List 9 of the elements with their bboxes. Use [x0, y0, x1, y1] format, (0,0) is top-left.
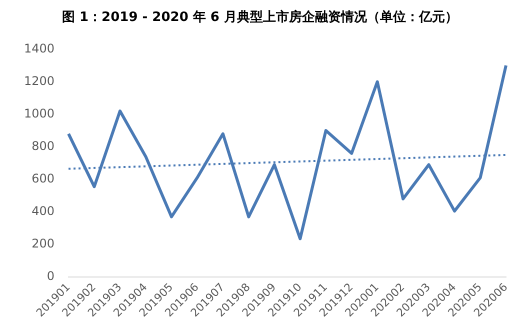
y-tick-label: 600 — [32, 171, 55, 186]
y-tick-label: 200 — [32, 236, 55, 251]
y-tick-label: 1200 — [24, 74, 55, 88]
y-tick-label: 0 — [46, 269, 55, 284]
y-tick-label: 1000 — [24, 106, 55, 120]
y-tick-label: 800 — [32, 138, 55, 153]
y-tick-label: 1400 — [24, 41, 55, 56]
chart-title: 图 1：2019 - 2020 年 6 月典型上市房企融资情况（单位：亿元） — [60, 8, 459, 27]
y-tick-label: 400 — [32, 204, 55, 218]
